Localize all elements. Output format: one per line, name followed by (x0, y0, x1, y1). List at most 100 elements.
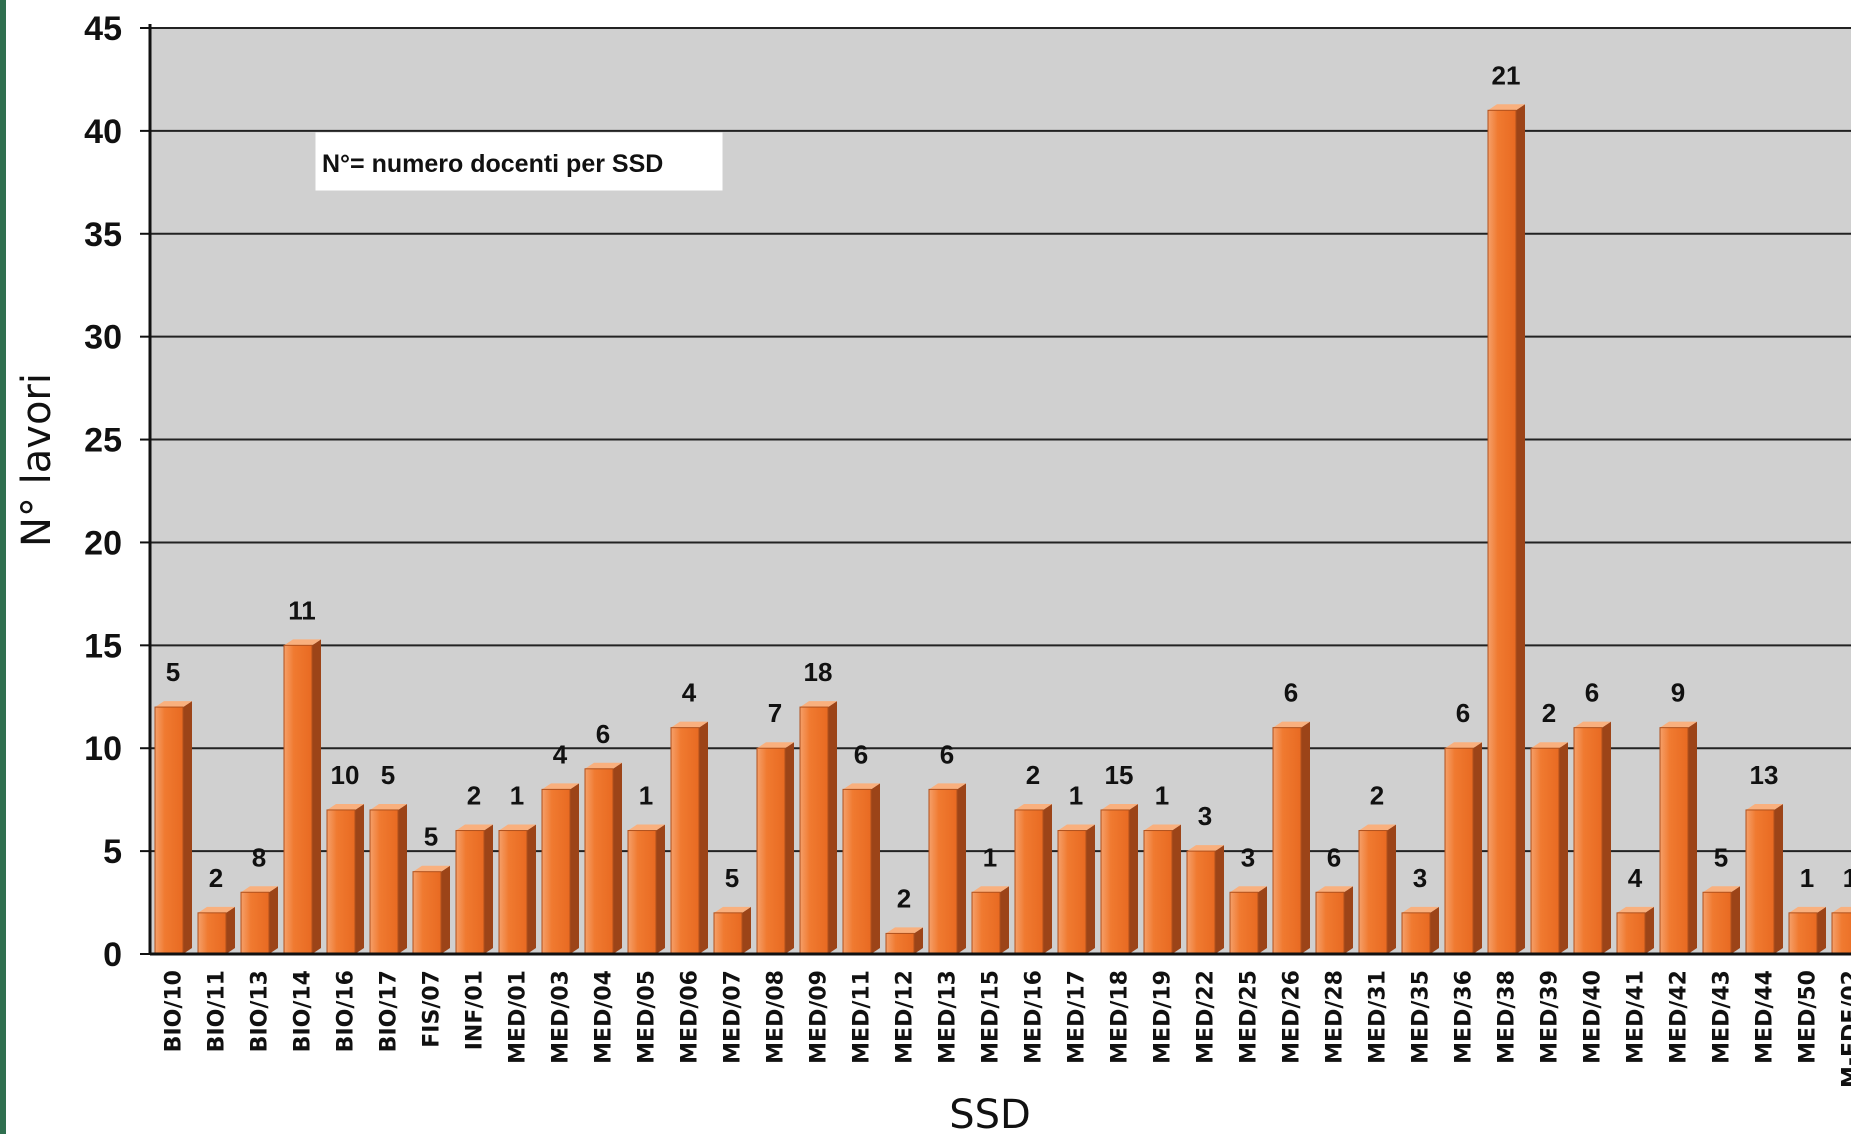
data-label: 3 (1198, 801, 1212, 831)
bar (1057, 824, 1095, 955)
y-tick-label: 0 (103, 936, 122, 974)
bar (842, 783, 880, 955)
bar (455, 824, 493, 955)
x-tick-label: MED/01 (506, 970, 531, 1064)
bar (283, 639, 321, 955)
x-axis-title: SSD (949, 1092, 1031, 1134)
bar (799, 701, 837, 955)
bar (1573, 721, 1611, 955)
y-tick-label: 15 (84, 627, 122, 665)
data-label: 10 (331, 760, 360, 790)
data-label: 5 (381, 760, 395, 790)
bars (154, 104, 1851, 955)
data-label: 1 (639, 781, 653, 811)
data-label: 6 (1327, 842, 1341, 872)
bar (1487, 104, 1525, 955)
y-tick-labels: 0 5 10 15 20 25 30 35 40 45 (84, 10, 150, 974)
data-label: 6 (596, 719, 610, 749)
bar (670, 721, 708, 955)
x-tick-label: MED/12 (893, 970, 918, 1064)
bar (498, 824, 536, 955)
data-label: 2 (1370, 781, 1384, 811)
data-label: 2 (1026, 760, 1040, 790)
bar (541, 783, 579, 955)
x-tick-label: BIO/17 (377, 970, 402, 1052)
x-tick-label: MED/15 (979, 970, 1004, 1064)
x-tick-labels: BIO/10 BIO/11 BIO/13 BIO/14 BIO/16 BIO/17 FIS/… (162, 970, 1851, 1088)
x-tick-label: MED/31 (1366, 970, 1391, 1064)
data-label: 9 (1671, 678, 1685, 708)
data-label: 4 (553, 739, 568, 769)
x-tick-label: MED/41 (1624, 970, 1649, 1064)
x-tick-label: MED/04 (592, 970, 617, 1064)
data-label: 2 (1542, 698, 1556, 728)
x-tick-label: MED/40 (1581, 970, 1606, 1064)
bar (1229, 886, 1267, 955)
bar (240, 886, 278, 955)
x-tick-label: BIO/10 (162, 970, 187, 1052)
data-label: 5 (725, 863, 739, 893)
data-label: 5 (166, 657, 180, 687)
axes (148, 24, 1851, 956)
x-tick-label: MED/06 (678, 970, 703, 1064)
data-label: 13 (1750, 760, 1779, 790)
x-tick-label: MED/07 (721, 970, 746, 1064)
bar (197, 906, 235, 955)
x-tick-label: MED/42 (1667, 970, 1692, 1064)
x-tick-label: MED/50 (1796, 970, 1821, 1064)
bar (1616, 906, 1654, 955)
x-tick-label: MED/19 (1151, 970, 1176, 1064)
left-edge-stripe (0, 0, 6, 1134)
data-label: 1 (1800, 863, 1814, 893)
x-tick-label: MED/11 (850, 970, 875, 1064)
bar (627, 824, 665, 955)
data-label: 11 (288, 595, 316, 625)
bar (928, 783, 966, 955)
x-tick-label: MED/08 (764, 970, 789, 1064)
data-label: 1 (1155, 781, 1169, 811)
bar (154, 701, 192, 955)
x-tick-label: M-EDF/02 (1839, 970, 1851, 1088)
bar (1014, 803, 1052, 955)
data-label: 6 (940, 739, 954, 769)
bar (1401, 906, 1439, 955)
y-tick-label: 20 (84, 524, 122, 562)
x-tick-label: INF/01 (463, 970, 488, 1050)
bar (584, 762, 622, 955)
x-tick-label: MED/38 (1495, 970, 1520, 1064)
y-tick-label: 5 (103, 833, 122, 871)
x-tick-label: FIS/07 (420, 970, 445, 1048)
data-label: 18 (804, 657, 833, 687)
x-tick-label: MED/09 (807, 970, 832, 1064)
x-tick-label: MED/03 (549, 970, 574, 1064)
bar (412, 865, 450, 955)
data-label: 7 (768, 698, 782, 728)
x-tick-label: MED/25 (1237, 970, 1262, 1064)
data-label: 6 (1284, 678, 1298, 708)
data-label: 5 (424, 822, 438, 852)
x-tick-label: MED/28 (1323, 970, 1348, 1064)
bar (1831, 906, 1851, 955)
x-tick-label: MED/05 (635, 970, 660, 1064)
x-tick-label: MED/43 (1710, 970, 1735, 1064)
bar (369, 803, 407, 955)
x-tick-label: BIO/11 (205, 970, 230, 1052)
bar (326, 803, 364, 955)
data-label: 2 (897, 883, 911, 913)
x-tick-label: MED/35 (1409, 970, 1434, 1064)
y-tick-label: 40 (84, 113, 122, 151)
data-label: 4 (682, 678, 697, 708)
x-tick-label: MED/39 (1538, 970, 1563, 1064)
bar (756, 742, 794, 955)
x-tick-label: MED/18 (1108, 970, 1133, 1064)
data-label: 2 (467, 781, 481, 811)
y-tick-label: 25 (84, 422, 122, 460)
x-tick-label: MED/36 (1452, 970, 1477, 1064)
x-tick-label: MED/13 (936, 970, 961, 1064)
y-tick-label: 45 (84, 10, 122, 48)
bar (1315, 886, 1353, 955)
y-tick-label: 35 (84, 216, 122, 254)
bar (1272, 721, 1310, 955)
data-label: 1 (1069, 781, 1083, 811)
